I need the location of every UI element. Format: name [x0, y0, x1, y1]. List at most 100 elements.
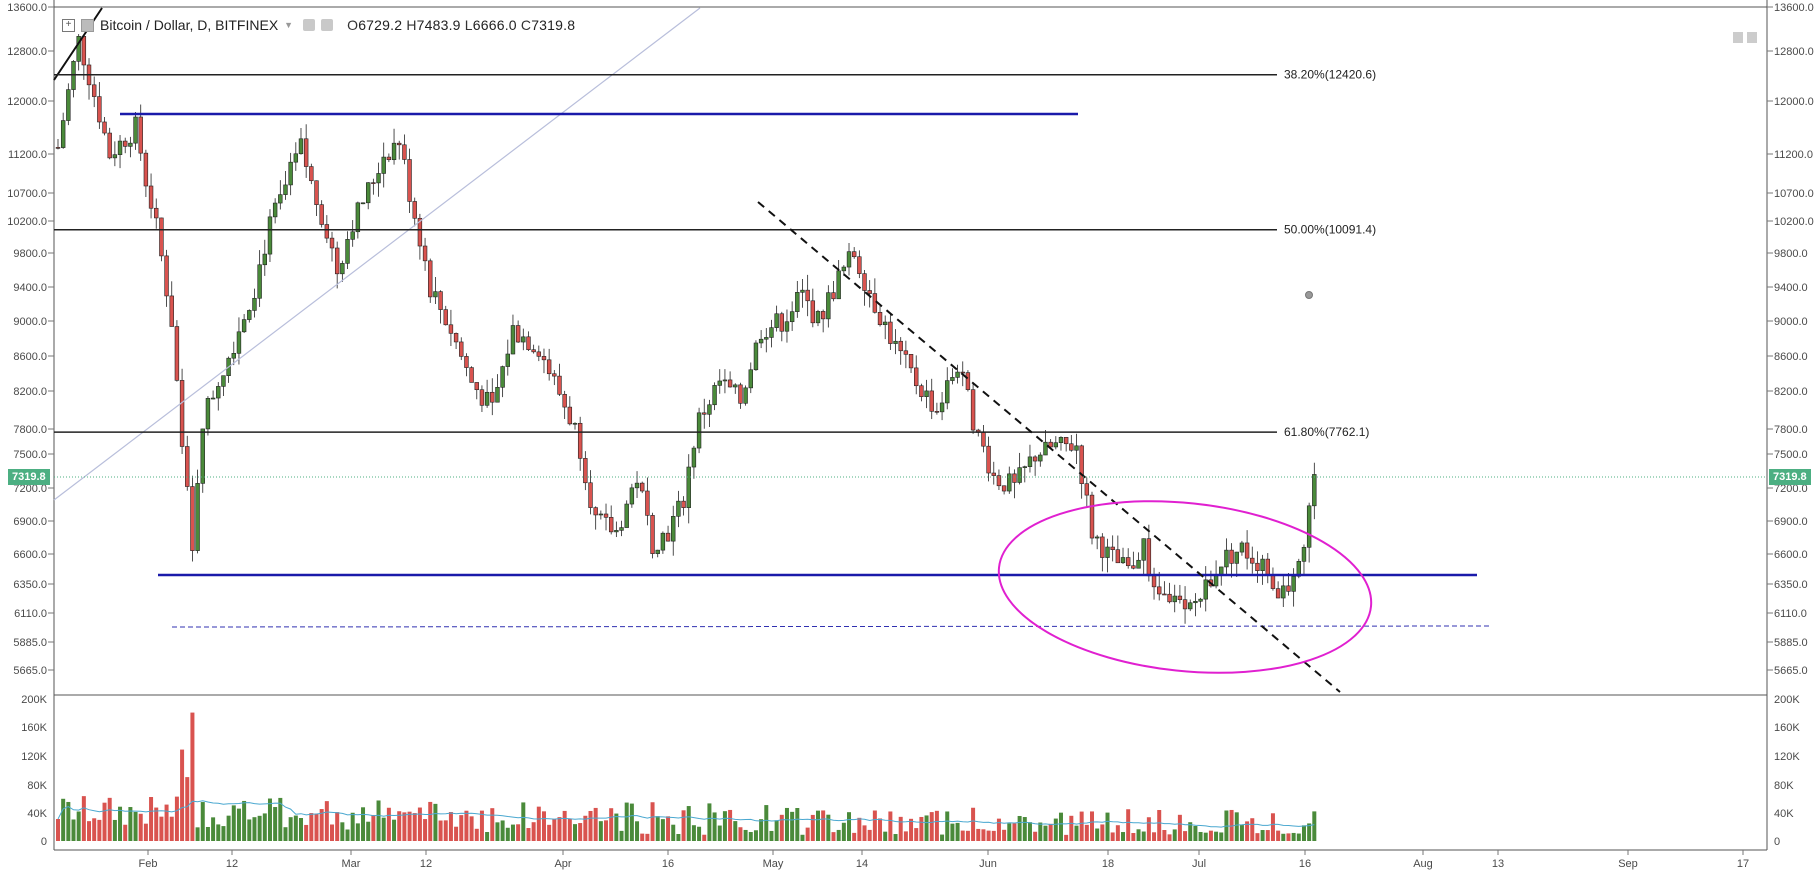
price-tick-label: 8600.0: [1774, 351, 1808, 363]
volume-bars: [56, 712, 1317, 841]
light-trendline[interactable]: [53, 7, 701, 501]
ohlc-values: O6729.2 H7483.9 L6666.0 C7319.8: [347, 17, 576, 33]
time-axis: Feb 12 Mar 12 Apr 16 May 14 Jun 18 Jul 16 Aug 13 Sep 17: [139, 850, 1749, 870]
price-tick-label: 6110.0: [1774, 608, 1807, 620]
price-tick-label: 7800.0: [1774, 424, 1808, 436]
price-tick-label: 10700.0: [1774, 188, 1814, 200]
volume-tick-label: 160K: [21, 722, 47, 734]
time-tick-label: Sep: [1618, 858, 1638, 870]
price-tick-label: 7200.0: [13, 483, 47, 495]
volume-moving-average: [57, 800, 1315, 828]
time-tick-label: May: [763, 858, 784, 870]
price-tick-label: 7800.0: [13, 424, 47, 436]
black-trendline-top[interactable]: [53, 7, 103, 81]
time-tick-label: 12: [226, 858, 238, 870]
pane-minimize-icon[interactable]: [1747, 32, 1757, 43]
close-value: 7319.8: [531, 17, 576, 33]
dashed-support-line[interactable]: [171, 625, 1491, 628]
price-tick-label: 7500.0: [13, 449, 47, 461]
high-value: 7483.9: [416, 17, 461, 33]
price-tick-label: 12800.0: [7, 46, 47, 58]
price-tick-label: 6900.0: [1774, 516, 1808, 528]
fibonacci-levels[interactable]: 38.20%(12420.6) 50.00%(10091.4) 61.80%(776…: [54, 68, 1376, 439]
volume-tick-label: 40K: [27, 808, 47, 820]
open-value: 6729.2: [358, 17, 403, 33]
price-tick-label: 9800.0: [13, 248, 47, 260]
time-tick-label: 13: [1492, 858, 1504, 870]
price-tick-label: 9400.0: [13, 282, 47, 294]
price-tick-label: 6600.0: [1774, 549, 1808, 561]
low-value: 6666.0: [472, 17, 517, 33]
last-price-tag-left: 7319.8: [8, 469, 50, 485]
volume-axis-right: 0 40K 80K 120K 160K 200K: [1774, 694, 1800, 848]
price-tick-label: 9800.0: [1774, 248, 1808, 260]
time-tick-label: 14: [856, 858, 868, 870]
eye-icon[interactable]: [321, 19, 334, 31]
collapse-icon[interactable]: +: [62, 18, 75, 32]
volume-tick-label: 80K: [1774, 780, 1794, 792]
price-axis-right: 5665.0 5885.0 6110.0 6350.0 6600.0 6900.0 7200…: [1767, 2, 1814, 677]
price-tick-label: 6110.0: [14, 608, 47, 620]
price-tick-label: 12000.0: [7, 96, 47, 108]
symbol-flag-icon: [81, 18, 94, 32]
price-tick-label: 8600.0: [13, 351, 47, 363]
symbol-title[interactable]: Bitcoin / Dollar, D, BITFINEX: [100, 17, 279, 33]
time-tick-label: 16: [1299, 858, 1311, 870]
time-tick-label: 17: [1737, 858, 1749, 870]
time-tick-label: Aug: [1413, 858, 1433, 870]
price-tick-label: 13600.0: [1774, 2, 1814, 14]
price-tick-label: 5885.0: [13, 637, 47, 649]
volume-tick-label: 200K: [21, 694, 47, 706]
price-tick-label: 9000.0: [1774, 316, 1808, 328]
price-tick-label: 8200.0: [13, 386, 47, 398]
time-tick-label: 12: [420, 858, 432, 870]
highlight-ellipse[interactable]: [990, 484, 1380, 690]
time-tick-label: Mar: [342, 858, 361, 870]
time-tick-label: 18: [1102, 858, 1114, 870]
price-tick-label: 7500.0: [1774, 449, 1808, 461]
volume-tick-label: 200K: [1774, 694, 1800, 706]
price-tick-label: 8200.0: [1774, 386, 1808, 398]
pane-controls: [1733, 32, 1757, 43]
volume-tick-label: 0: [41, 836, 47, 848]
time-tick-label: Jun: [979, 858, 997, 870]
volume-tick-label: 120K: [21, 751, 47, 763]
price-tick-label: 13600.0: [7, 2, 47, 14]
price-tick-label: 6900.0: [13, 516, 47, 528]
price-tick-label: 10700.0: [7, 188, 47, 200]
price-tick-label: 6350.0: [1774, 579, 1808, 591]
last-price-tag-right: 7319.8: [1769, 469, 1811, 485]
volume-tick-label: 40K: [1774, 808, 1794, 820]
drawing-anchor-dot[interactable]: [1305, 291, 1313, 299]
fib-label: 38.20%(12420.6): [1284, 68, 1376, 82]
volume-tick-label: 120K: [1774, 751, 1800, 763]
price-tick-label: 12000.0: [1774, 96, 1814, 108]
price-tick-label: 9400.0: [1774, 282, 1808, 294]
downtrend-dashed-line[interactable]: [757, 201, 1341, 693]
volume-axis-left: 0 40K 80K 120K 160K 200K: [21, 694, 47, 848]
volume-tick-label: 80K: [27, 780, 47, 792]
price-tick-label: 10200.0: [7, 216, 47, 228]
settings-icon[interactable]: [303, 19, 316, 31]
chart-legend: + Bitcoin / Dollar, D, BITFINEX ▼ O6729.…: [62, 14, 575, 36]
price-tick-label: 6600.0: [13, 549, 47, 561]
volume-tick-label: 160K: [1774, 722, 1800, 734]
price-tick-label: 10200.0: [1774, 216, 1814, 228]
price-tick-label: 9000.0: [13, 316, 47, 328]
price-tick-label: 11200.0: [8, 149, 47, 161]
pane-maximize-icon[interactable]: [1733, 32, 1743, 43]
fib-label: 50.00%(10091.4): [1284, 223, 1376, 237]
price-tick-label: 5665.0: [13, 665, 47, 677]
price-tick-label: 12800.0: [1774, 46, 1814, 58]
time-tick-label: 16: [662, 858, 674, 870]
price-tick-label: 5665.0: [1774, 665, 1808, 677]
time-tick-label: Apr: [554, 858, 571, 870]
price-tick-label: 6350.0: [13, 579, 47, 591]
price-tick-label: 7200.0: [1774, 483, 1808, 495]
price-tick-label: 11200.0: [1774, 149, 1813, 161]
time-tick-label: Jul: [1192, 858, 1206, 870]
candlesticks: [55, 34, 1317, 624]
dropdown-chevron-icon[interactable]: ▼: [284, 20, 294, 30]
price-axis-left: 5665.0 5885.0 6110.0 6350.0 6600.0 6900.0 7200…: [7, 2, 54, 677]
